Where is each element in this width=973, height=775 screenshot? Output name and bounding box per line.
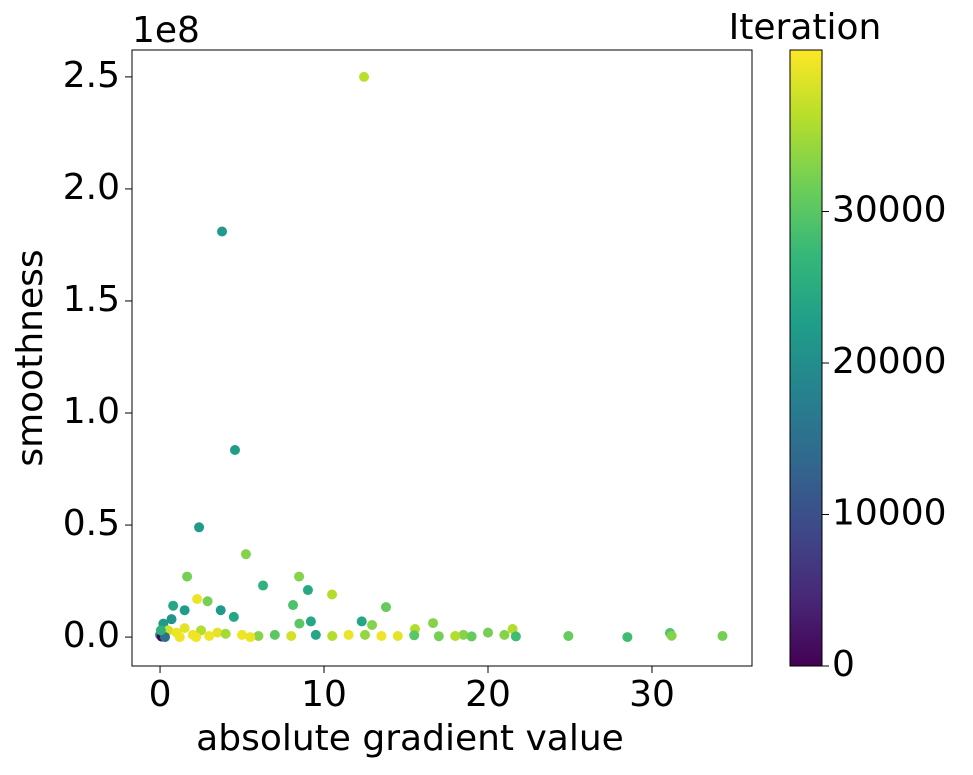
point: [499, 629, 510, 640]
point: [510, 631, 521, 642]
point: [381, 602, 392, 613]
point: [359, 71, 370, 82]
point: [155, 625, 166, 636]
point: [622, 632, 633, 643]
point: [310, 629, 321, 640]
point: [717, 630, 728, 641]
point: [327, 630, 338, 641]
y-tick-label: 1.5: [63, 279, 120, 320]
y-tick-label: 1.0: [63, 391, 120, 432]
point: [168, 600, 179, 611]
point: [288, 600, 299, 611]
colorbar-label: Iteration: [729, 7, 882, 48]
x-tick-label: 10: [301, 674, 347, 715]
point: [245, 632, 256, 643]
x-tick-label: 20: [465, 674, 511, 715]
x-tick-label: 30: [629, 674, 675, 715]
point: [302, 585, 313, 596]
point: [166, 614, 177, 625]
y-tick-label: 0.5: [63, 503, 120, 544]
point: [466, 631, 477, 642]
point: [215, 605, 226, 616]
y-tick-label: 2.5: [63, 55, 120, 96]
point: [482, 627, 493, 638]
point: [409, 630, 420, 641]
point: [367, 619, 378, 630]
point: [327, 589, 338, 600]
point: [194, 522, 205, 533]
y-axis-label: smoothness: [10, 249, 51, 466]
point: [229, 444, 240, 455]
plot-frame: [131, 49, 753, 667]
y-tick-label: 0.0: [63, 615, 120, 656]
point: [269, 629, 280, 640]
point: [392, 630, 403, 641]
point: [202, 596, 213, 607]
point: [343, 629, 354, 640]
point: [212, 627, 223, 638]
point: [192, 593, 203, 604]
point: [228, 611, 239, 622]
point: [179, 605, 190, 616]
x-tick-label: 0: [149, 674, 172, 715]
point: [286, 630, 297, 641]
point: [294, 571, 305, 582]
point: [305, 616, 316, 627]
point: [182, 571, 193, 582]
point: [428, 618, 439, 629]
point: [217, 226, 228, 237]
point: [237, 629, 248, 640]
point: [458, 629, 469, 640]
point: [433, 631, 444, 642]
y-tick-label: 2.0: [63, 167, 120, 208]
colorbar-tick-label: 20000: [832, 341, 947, 382]
y-offset-label: 1e8: [132, 10, 200, 51]
point: [294, 618, 305, 629]
point: [191, 632, 202, 643]
point: [563, 630, 574, 641]
point: [666, 630, 677, 641]
point: [240, 549, 251, 560]
colorbar: [789, 49, 823, 667]
point: [204, 630, 215, 641]
point: [179, 623, 190, 634]
point: [360, 629, 371, 640]
point: [220, 628, 231, 639]
point: [376, 630, 387, 641]
point: [253, 630, 264, 641]
point: [450, 630, 461, 641]
x-axis-label: absolute gradient value: [196, 718, 624, 759]
colorbar-tick-label: 10000: [832, 492, 947, 533]
colorbar-tick-label: 0: [832, 644, 855, 685]
point: [174, 632, 185, 643]
colorbar-tick-label: 30000: [832, 189, 947, 230]
point: [258, 580, 269, 591]
point: [356, 616, 367, 627]
